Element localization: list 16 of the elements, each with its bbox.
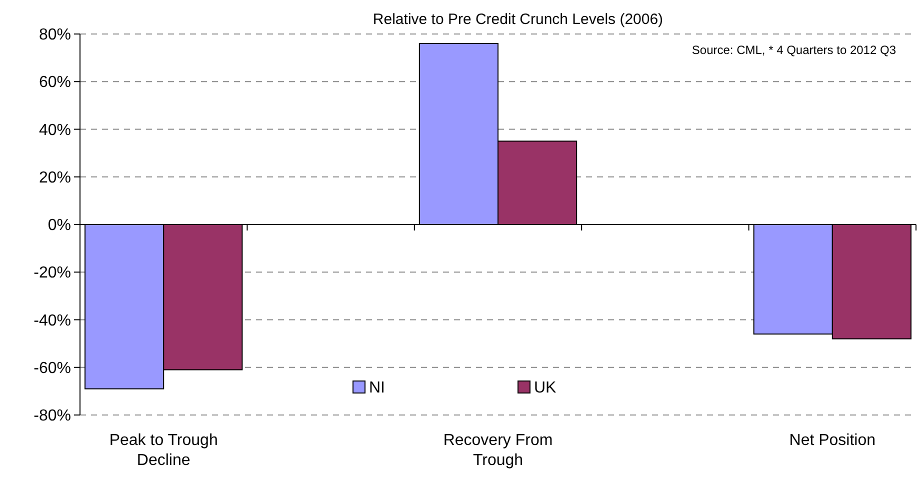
y-tick-label: 0% <box>48 217 71 234</box>
y-tick-label: -80% <box>34 408 71 425</box>
y-tick-label: -20% <box>34 264 71 282</box>
legend-label: NI <box>369 380 385 397</box>
x-tick-label: Peak to Trough Decline <box>109 432 218 469</box>
chart-title: Relative to Pre Credit Crunch Levels (2006) <box>372 11 664 28</box>
x-tick-label: Net Position <box>789 432 876 449</box>
y-tick-label: -40% <box>34 312 71 330</box>
y-tick-label: 20% <box>38 169 71 186</box>
y-tick-label: -60% <box>34 360 71 377</box>
x-tick-label: Recovery From Trough <box>443 432 553 469</box>
y-tick-label: 80% <box>38 26 71 44</box>
y-tick-label: 40% <box>38 122 71 139</box>
legend-label: UK <box>534 380 557 397</box>
y-tick-label: 60% <box>38 74 71 92</box>
annotation: Source: CML, * 4 Quarters to 2012 Q3 <box>692 43 896 57</box>
